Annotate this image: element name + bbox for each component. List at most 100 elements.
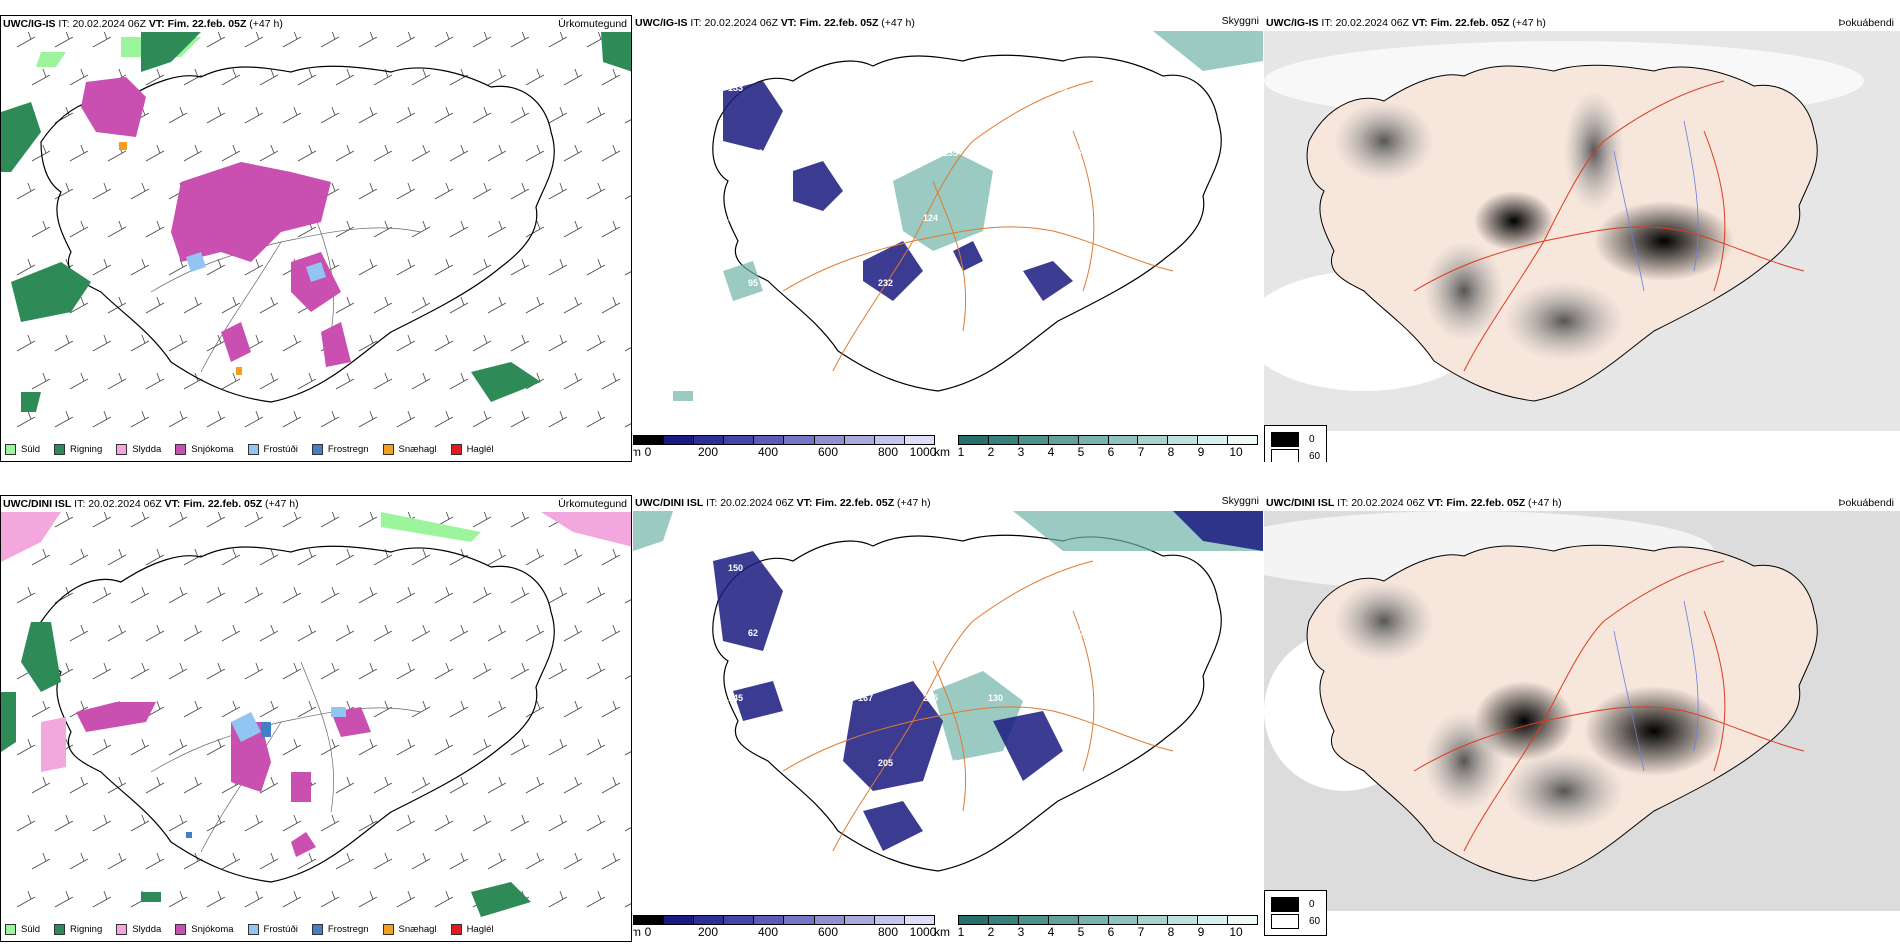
wind-barb [434,890,454,908]
cloud-base-value: 232 [878,278,893,288]
legend-item: Snæhagl [382,444,437,455]
wind-barb [282,662,302,680]
wind-barb [358,890,378,908]
wind-barb [244,410,264,428]
valid-time: Fim. 22.feb. 05Z [799,17,879,29]
wind-barb [320,738,340,756]
wind-barb [434,410,454,428]
wind-barb [168,738,188,756]
fog-indicator-map [1264,31,1900,431]
fog-indicator-panel: UWC/IG-IS IT: 20.02.2024 06Z VT: Fim. 22… [1264,15,1900,462]
wind-barb [411,144,431,162]
cloud-base-value: 388 [728,213,743,223]
wind-barb [472,586,492,604]
wind-barb [449,220,469,238]
wind-barb [92,738,112,756]
snow-swatch [175,924,187,935]
wind-barb [487,776,507,794]
wind-barb [130,512,150,528]
wind-barb [206,662,226,680]
wind-barb [563,548,583,566]
wind-barb [373,548,393,566]
snow-swatch [175,444,187,455]
fog-swatch-dark [1271,897,1299,912]
wind-barb [130,738,150,756]
wind-barb [320,890,340,908]
valid-time: Fim. 22.feb. 05Z [167,18,247,30]
wind-barb [434,814,454,832]
wind-barb [183,144,203,162]
wind-barb [434,586,454,604]
wind-barb [320,586,340,604]
visibility-ticks: km 1 2 3 4 5 6 7 8 9 10 [934,925,1258,939]
wind-barb [130,258,150,276]
wind-barb [472,32,492,48]
tick-label: 600 [817,445,839,459]
legend-item: Haglél [450,444,494,455]
legend-item: Súld [5,444,40,455]
hail-swatch [450,444,462,455]
cloud-base-value: 235 [943,148,958,158]
wind-barb [624,903,631,908]
cloud-base-value: 105 [858,563,873,573]
wind-barb [472,182,492,200]
wind-barb [472,410,492,428]
cloud-base-value: 150 [728,563,743,573]
wind-barb [373,144,393,162]
tick-label: 5 [1077,445,1085,459]
wind-barb [92,410,112,428]
tick-label: 10 [1229,445,1243,459]
wind-barb [563,372,583,390]
wind-barb [244,512,264,528]
wind-barb [601,372,621,390]
cloud-base-value: 104 [1073,628,1088,638]
wind-barb [434,182,454,200]
wind-barb [259,776,279,794]
freezing-drizzle-areas [231,707,346,742]
wind-barb [54,410,74,428]
wind-barb [282,410,302,428]
valid-time: Fim. 22.feb. 05Z [815,497,895,509]
wind-barb [297,624,317,642]
wind-barb [358,32,378,48]
wind-barb [624,119,631,124]
visibility-colorbar-bar [958,915,1258,925]
road-network [1413,80,1805,372]
wind-barb [244,32,264,48]
tick-label: 2 [987,445,995,459]
legend-item: Frostregn [311,924,369,935]
drizzle-areas [381,512,481,542]
precip-type-map [1,32,631,428]
wind-barb [31,220,51,238]
wind-barb [335,852,355,870]
wind-barb [525,776,545,794]
cloud-base-value: 504 [1008,148,1023,158]
wind-barb [221,296,241,314]
legend-item: Súld [5,924,40,935]
cloud-base-value: 20 [1008,278,1018,288]
wind-barb [510,512,530,528]
wind-barb [16,32,36,48]
wind-barb [510,586,530,604]
wind-barb [624,675,631,680]
cloud-base-value: 80 [988,213,998,223]
tick-label: 6 [1107,925,1115,939]
wind-barb [145,624,165,642]
valid-time: Fim. 22.feb. 05Z [1446,497,1526,509]
wind-barb [206,814,226,832]
rivers [1613,120,1699,292]
wind-barb [92,512,112,528]
sleet-swatch [116,444,128,455]
wind-barb [548,662,568,680]
wind-barb [373,624,393,642]
wind-barb [396,586,416,604]
wind-barb [206,586,226,604]
cloud-base-value: 332 [813,148,828,158]
wind-barb [69,68,89,86]
wind-barb [244,258,264,276]
legend-item: Snjókoma [175,924,234,935]
wind-barb [206,738,226,756]
lead-time: (+47 h) [265,498,299,510]
wind-barb [335,68,355,86]
wind-barb [320,814,340,832]
